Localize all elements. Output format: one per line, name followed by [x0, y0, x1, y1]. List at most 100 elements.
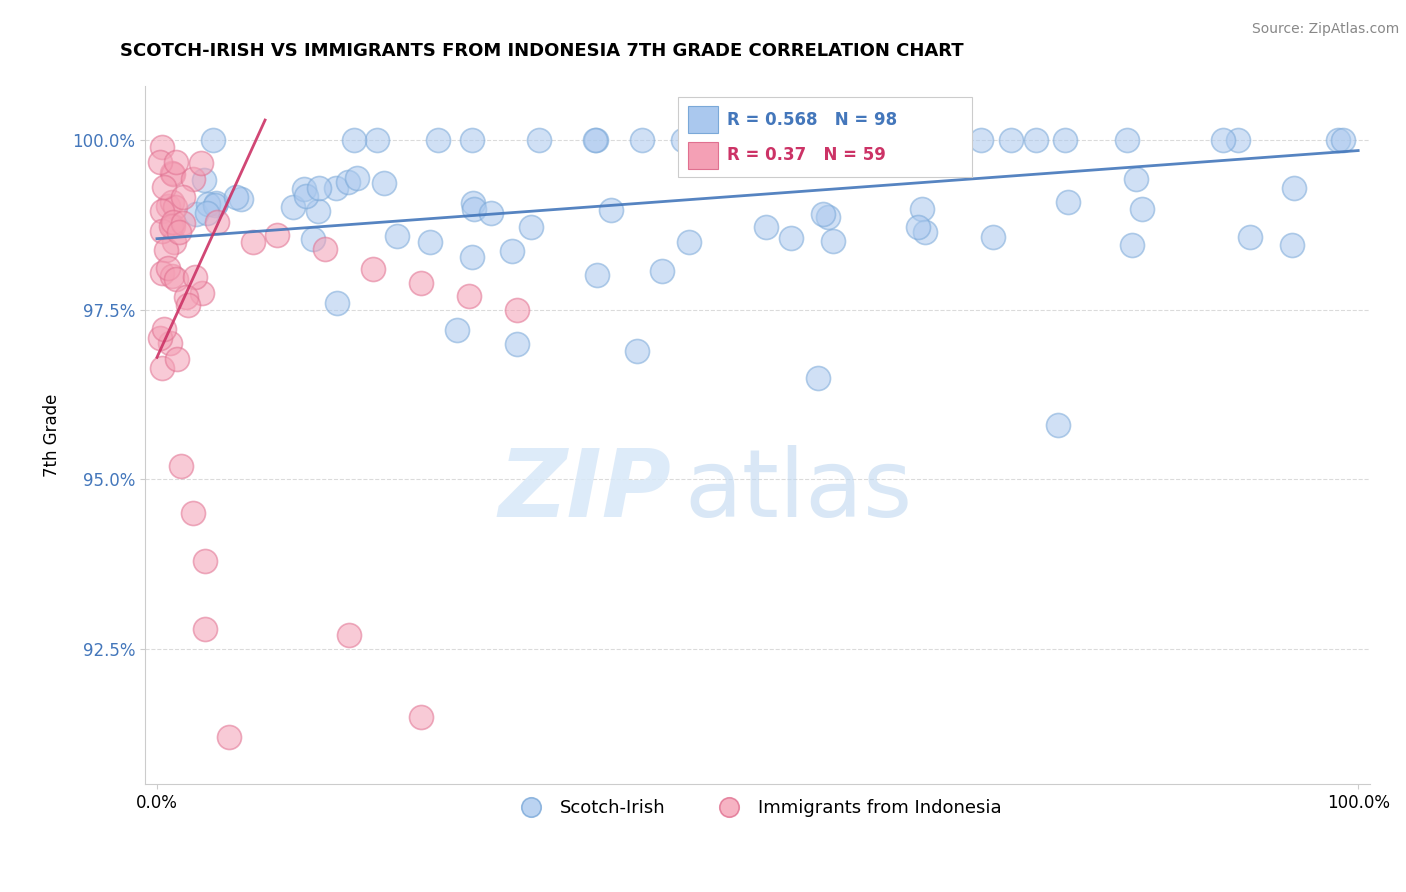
- Point: [160, 166, 183, 180]
- Point: [915, 133, 938, 147]
- Point: [190, 156, 212, 170]
- Point: [898, 133, 921, 147]
- Point: [970, 133, 993, 147]
- Point: [166, 352, 188, 367]
- Text: R = 0.568   N = 98: R = 0.568 N = 98: [727, 111, 897, 128]
- Point: [181, 506, 204, 520]
- Point: [160, 195, 183, 210]
- Text: R = 0.37   N = 59: R = 0.37 N = 59: [727, 146, 886, 164]
- Point: [823, 133, 845, 147]
- Point: [1326, 133, 1348, 147]
- Point: [314, 242, 336, 256]
- Point: [427, 133, 450, 147]
- Point: [651, 264, 673, 278]
- Point: [149, 155, 172, 169]
- Point: [807, 370, 830, 384]
- Text: ZIP: ZIP: [499, 445, 672, 537]
- Point: [461, 250, 484, 264]
- Point: [626, 343, 648, 358]
- Point: [162, 235, 184, 249]
- Point: [292, 182, 315, 196]
- Point: [266, 228, 288, 243]
- Text: atlas: atlas: [685, 445, 912, 537]
- Point: [337, 628, 360, 642]
- Point: [242, 235, 264, 249]
- Point: [1056, 194, 1078, 209]
- Point: [281, 200, 304, 214]
- Point: [631, 133, 654, 147]
- Point: [149, 331, 172, 345]
- Point: [1000, 133, 1022, 147]
- Point: [686, 133, 709, 147]
- Point: [1046, 418, 1069, 433]
- Point: [195, 206, 218, 220]
- Point: [599, 202, 621, 217]
- Point: [740, 133, 762, 147]
- Point: [1130, 202, 1153, 216]
- Point: [191, 285, 214, 300]
- Point: [366, 133, 388, 147]
- Point: [583, 133, 606, 147]
- Point: [754, 133, 776, 147]
- Point: [162, 215, 184, 229]
- Y-axis label: 7th Grade: 7th Grade: [44, 393, 60, 477]
- Point: [152, 322, 174, 336]
- Point: [204, 198, 226, 212]
- Point: [307, 203, 329, 218]
- Point: [231, 192, 253, 206]
- Point: [301, 232, 323, 246]
- Point: [585, 133, 607, 147]
- Point: [205, 215, 228, 229]
- Point: [162, 167, 184, 181]
- Point: [672, 133, 695, 147]
- Point: [205, 196, 228, 211]
- Point: [678, 235, 700, 249]
- FancyBboxPatch shape: [688, 142, 718, 169]
- Point: [167, 225, 190, 239]
- Point: [1284, 181, 1306, 195]
- Point: [1116, 133, 1139, 147]
- Point: [194, 622, 217, 636]
- Point: [325, 181, 347, 195]
- Point: [1121, 238, 1143, 252]
- Point: [156, 261, 179, 276]
- Point: [506, 302, 529, 317]
- Point: [326, 296, 349, 310]
- Point: [981, 230, 1004, 244]
- Point: [817, 210, 839, 224]
- Point: [387, 228, 409, 243]
- Point: [821, 234, 844, 248]
- Point: [150, 266, 173, 280]
- Point: [519, 219, 541, 234]
- Point: [858, 133, 880, 147]
- Text: SCOTCH-IRISH VS IMMIGRANTS FROM INDONESIA 7TH GRADE CORRELATION CHART: SCOTCH-IRISH VS IMMIGRANTS FROM INDONESI…: [121, 42, 965, 60]
- Point: [155, 243, 177, 257]
- Point: [501, 244, 523, 259]
- Point: [361, 262, 384, 277]
- Point: [150, 140, 173, 154]
- FancyBboxPatch shape: [678, 96, 972, 177]
- Point: [163, 200, 186, 214]
- Point: [336, 175, 359, 189]
- Point: [346, 171, 368, 186]
- Point: [461, 133, 484, 147]
- Point: [172, 190, 194, 204]
- Point: [181, 172, 204, 186]
- Point: [911, 202, 934, 217]
- Point: [159, 335, 181, 350]
- Point: [152, 179, 174, 194]
- Point: [780, 231, 803, 245]
- Point: [156, 198, 179, 212]
- Point: [152, 224, 174, 238]
- Point: [876, 133, 898, 147]
- Point: [308, 181, 330, 195]
- FancyBboxPatch shape: [688, 106, 718, 133]
- Point: [184, 207, 207, 221]
- Point: [1281, 238, 1303, 252]
- Point: [197, 197, 219, 211]
- Point: [160, 269, 183, 284]
- Point: [446, 323, 468, 337]
- Point: [1239, 230, 1261, 244]
- Point: [914, 225, 936, 239]
- Point: [150, 361, 173, 376]
